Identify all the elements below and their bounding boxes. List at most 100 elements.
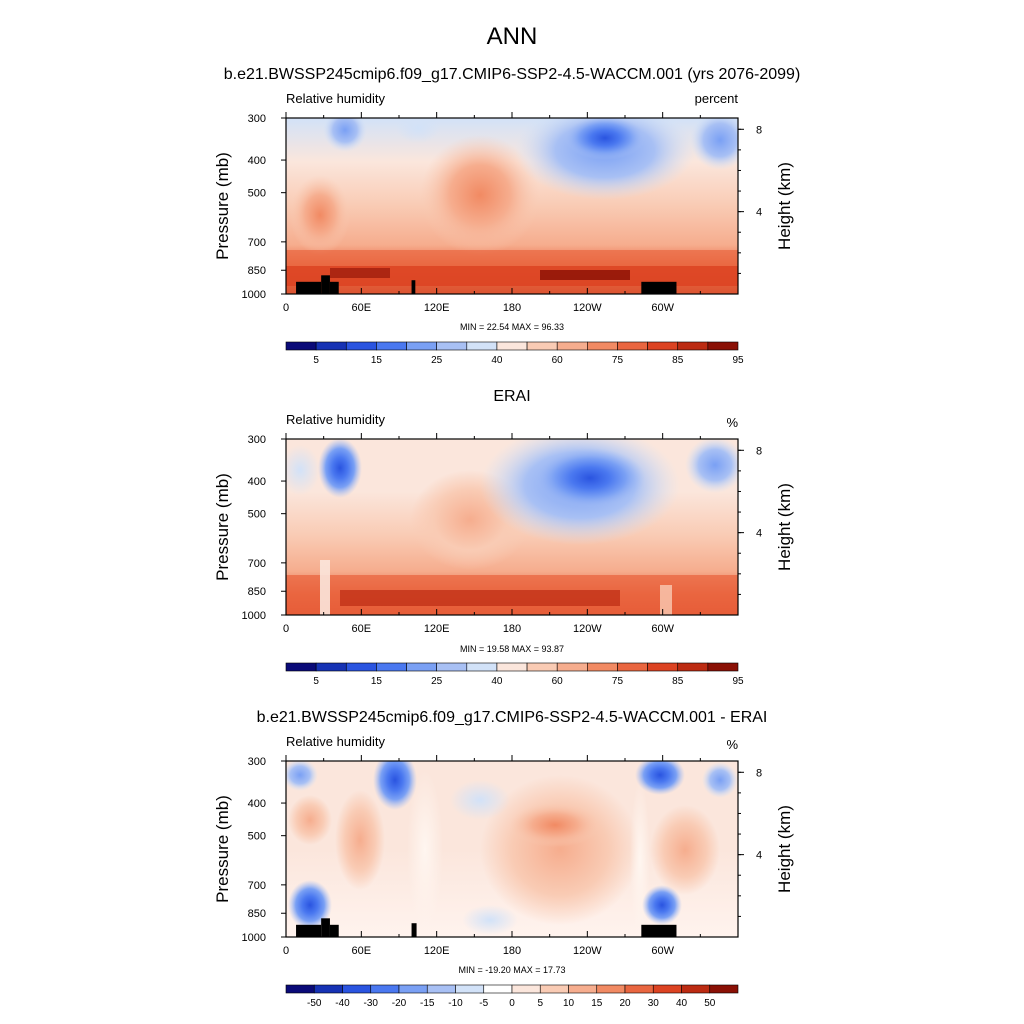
colorbar-swatch [436, 341, 468, 351]
colorbar-swatch [511, 984, 541, 994]
colorbar-swatch [647, 662, 679, 672]
x-tick-label: 60W [651, 302, 674, 314]
colorbar-swatch [285, 341, 317, 351]
colorbar-label: 85 [672, 676, 684, 687]
colorbar-swatch [342, 984, 372, 994]
colorbar-swatch [707, 662, 739, 672]
terrain-block [411, 280, 416, 294]
min-max-stats: MIN = 22.54 MAX = 96.33 [460, 322, 564, 332]
units-label: % [726, 737, 738, 752]
x-tick-label: 0 [283, 302, 289, 314]
colorbar-label: 85 [672, 355, 684, 366]
colorbar-label: 40 [491, 676, 503, 687]
negative-blob [462, 905, 518, 935]
panel-title: b.e21.BWSSP245cmip6.f09_g17.CMIP6-SSP2-4… [257, 709, 768, 726]
x-tick-label: 60W [651, 945, 674, 957]
y-tick-label: 500 [248, 188, 266, 200]
colorbar-swatch [587, 341, 618, 351]
positive-blob [335, 790, 385, 890]
moist-band [340, 590, 620, 606]
colorbar-label: 95 [732, 355, 744, 366]
colorbar-label: 50 [704, 998, 716, 1009]
moist-band [660, 585, 672, 615]
y-tick-label: 850 [248, 265, 266, 277]
y-axis-label: Pressure (mb) [213, 473, 232, 581]
x-tick-label: 180 [503, 302, 521, 314]
dry-blob [685, 439, 738, 493]
colorbar-swatch [315, 662, 347, 672]
panel-erai: ERAI Relative humidity % 0 60E 120E 180 120W… [213, 388, 794, 687]
y-tick-label: 1000 [242, 289, 266, 301]
colorbar-label: 60 [552, 676, 564, 687]
units-label: % [726, 415, 738, 430]
terrain-block [329, 924, 339, 937]
panel-title: b.e21.BWSSP245cmip6.f09_g17.CMIP6-SSP2-4… [224, 66, 801, 83]
colorbar-label: -50 [307, 998, 322, 1009]
y-tick-label: 500 [248, 831, 266, 843]
colorbar-swatch [406, 662, 437, 672]
dry-blob [396, 118, 440, 143]
colorbar-label: 15 [371, 355, 383, 366]
colorbar-swatch [345, 662, 377, 672]
colorbar-swatch [617, 662, 648, 672]
colorbar-swatch [455, 984, 485, 994]
y2-tick-label: 4 [756, 850, 762, 862]
y-tick-label: 300 [248, 756, 266, 768]
y-axis-label: Pressure (mb) [213, 152, 232, 260]
terrain-block [641, 281, 677, 294]
min-max-stats: MIN = 19.58 MAX = 93.87 [460, 644, 564, 654]
x-tick-label: 180 [503, 945, 521, 957]
negative-blob [450, 780, 510, 820]
negative-blob [286, 761, 318, 791]
y-axis-label: Pressure (mb) [213, 795, 232, 903]
terrain-block [296, 924, 322, 937]
colorbar-label: -15 [420, 998, 435, 1009]
colorbar-swatch [313, 984, 343, 994]
colorbar-swatch [496, 341, 528, 351]
x-tick-label: 0 [283, 945, 289, 957]
colorbar-swatch [568, 984, 598, 994]
colorbar-label: 5 [313, 355, 319, 366]
dry-blob [690, 118, 738, 170]
colorbar-swatch [496, 662, 528, 672]
panel-model: b.e21.BWSSP245cmip6.f09_g17.CMIP6-SSP2-4… [213, 66, 800, 366]
colorbar-label: 30 [648, 998, 660, 1009]
y2-axis-label: Height (km) [775, 162, 794, 250]
y-tick-label: 1000 [242, 932, 266, 944]
colorbar-label: 10 [563, 998, 575, 1009]
y-tick-label: 700 [248, 237, 266, 249]
colorbar-swatch [539, 984, 569, 994]
y-tick-label: 700 [248, 880, 266, 892]
colorbar-swatch [376, 662, 407, 672]
panel-title: ERAI [493, 388, 530, 405]
variable-label: Relative humidity [286, 412, 385, 427]
colorbar-label: 25 [431, 355, 443, 366]
y-tick-label: 850 [248, 586, 266, 598]
moist-blob [290, 175, 350, 255]
y2-axis-label: Height (km) [775, 483, 794, 571]
colorbar-label: 0 [509, 998, 515, 1009]
colorbar-swatch [596, 984, 626, 994]
dry-blob [323, 118, 367, 152]
colorbar-swatch [466, 341, 498, 351]
y2-tick-label: 4 [756, 528, 762, 540]
colorbar-swatch [370, 984, 400, 994]
x-tick-label: 120E [424, 302, 450, 314]
colorbar-label: 40 [491, 355, 503, 366]
y-tick-label: 1000 [242, 610, 266, 622]
y2-tick-label: 4 [756, 207, 762, 219]
dry-blob [565, 118, 645, 160]
y2-tick-label: 8 [756, 445, 762, 457]
y-tick-label: 300 [248, 434, 266, 446]
colorbar-label: 5 [537, 998, 543, 1009]
x-tick-label: 120W [573, 623, 602, 635]
figure-title: ANN [487, 23, 538, 50]
moist-band [330, 268, 390, 278]
colorbar-swatch [647, 341, 679, 351]
x-tick-label: 120W [573, 945, 602, 957]
negative-blob [373, 761, 417, 810]
dry-blob [318, 439, 362, 498]
negative-blob [702, 762, 738, 798]
contour-field [286, 761, 738, 937]
